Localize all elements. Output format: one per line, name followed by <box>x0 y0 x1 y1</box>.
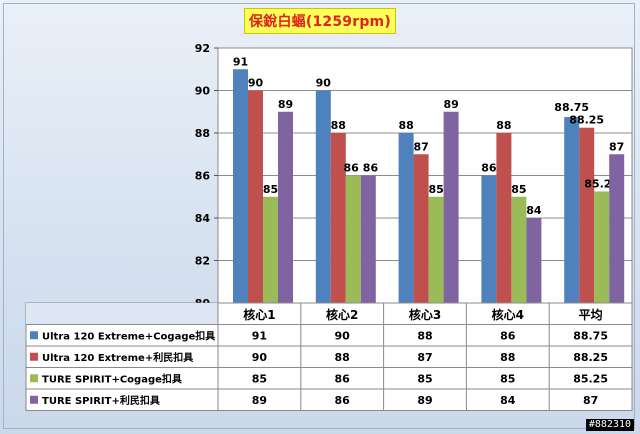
bar <box>345 175 361 303</box>
legend-swatch <box>30 395 38 404</box>
chart-title-box: 保銳白蝠(1259rpm) <box>244 8 396 34</box>
y-tick-label: 84 <box>195 212 211 225</box>
data-label: 88.25 <box>569 114 604 127</box>
bar <box>443 111 459 303</box>
table-cell-value: 86 <box>335 394 351 407</box>
data-label: 84 <box>526 204 542 217</box>
legend-entry: TURE SPIRIT+利民扣具 <box>42 394 160 407</box>
table-cell-value: 87 <box>417 351 432 364</box>
table-cell-value: 85 <box>252 372 267 385</box>
bar <box>609 154 625 303</box>
legend-entry: Ultra 120 Extreme+利民扣具 <box>42 351 193 364</box>
bar <box>496 133 512 303</box>
data-label: 86 <box>481 162 497 175</box>
legend-entry: Ultra 120 Extreme+Cogage扣具 <box>42 329 215 342</box>
x-category-label: 核心3 <box>409 307 441 322</box>
data-label: 90 <box>316 77 332 90</box>
y-tick-label: 90 <box>195 85 211 98</box>
bar <box>360 175 376 303</box>
bar <box>428 196 444 303</box>
data-label: 86 <box>343 162 359 175</box>
table-cell-value: 88.25 <box>573 351 608 364</box>
legend-swatch <box>30 352 38 361</box>
bar <box>315 90 331 303</box>
table-cell-value: 84 <box>500 394 516 407</box>
bar <box>594 191 610 303</box>
chart-title: 保銳白蝠(1259rpm) <box>249 14 391 30</box>
legend-swatch <box>30 331 38 340</box>
data-label: 88.75 <box>554 101 589 114</box>
table-cell-value: 85 <box>417 372 432 385</box>
table-cell-value: 86 <box>335 372 351 385</box>
data-label: 89 <box>443 98 458 111</box>
table-cell-value: 87 <box>583 394 598 407</box>
bar <box>278 111 293 303</box>
table-cell-value: 88 <box>417 329 432 342</box>
data-label: 86 <box>363 162 379 175</box>
data-label: 91 <box>233 55 248 68</box>
y-tick-label: 86 <box>195 170 211 183</box>
x-category-label: 核心1 <box>243 307 275 322</box>
y-tick-label: 88 <box>195 127 210 140</box>
bar <box>564 117 580 303</box>
bar <box>248 90 263 303</box>
data-label: 88 <box>496 119 511 132</box>
y-tick-label: 82 <box>195 255 210 268</box>
bar <box>579 127 595 303</box>
legend-swatch <box>30 374 38 383</box>
data-label: 85 <box>428 183 443 196</box>
data-label: 88 <box>398 119 413 132</box>
watermark: #882310 <box>585 419 634 431</box>
table-cell-value: 88 <box>500 351 515 364</box>
table-cell-value: 90 <box>252 351 268 364</box>
data-label: 87 <box>413 140 428 153</box>
legend-entry: TURE SPIRIT+Cogage扣具 <box>42 372 182 385</box>
table-cell-value: 89 <box>252 394 267 407</box>
bar <box>511 196 527 303</box>
data-label: 90 <box>248 77 264 90</box>
bar <box>481 175 497 303</box>
bar <box>263 196 278 303</box>
x-category-label: 核心4 <box>492 307 524 322</box>
table-cell-value: 86 <box>500 329 516 342</box>
data-label: 88 <box>331 119 346 132</box>
data-label: 87 <box>609 140 624 153</box>
table-cell-value: 85.25 <box>573 372 608 385</box>
x-category-label: 平均 <box>579 307 603 322</box>
bar <box>233 69 248 303</box>
table-cell-value: 89 <box>417 394 432 407</box>
bar <box>413 154 429 303</box>
x-category-label: 核心2 <box>326 307 358 322</box>
data-label: 85 <box>263 183 278 196</box>
chart-frame <box>3 3 635 429</box>
y-tick-label: 92 <box>195 42 210 55</box>
table-cell-value: 88.75 <box>573 329 608 342</box>
bar <box>330 133 346 303</box>
bar <box>398 133 414 303</box>
table-cell-value: 85 <box>500 372 515 385</box>
table-cell-value: 91 <box>252 329 267 342</box>
data-table-corner <box>26 303 218 325</box>
table-cell-value: 90 <box>335 329 351 342</box>
data-label: 85 <box>511 183 526 196</box>
table-cell-value: 88 <box>335 351 350 364</box>
bar <box>526 218 542 303</box>
data-label: 89 <box>278 98 293 111</box>
